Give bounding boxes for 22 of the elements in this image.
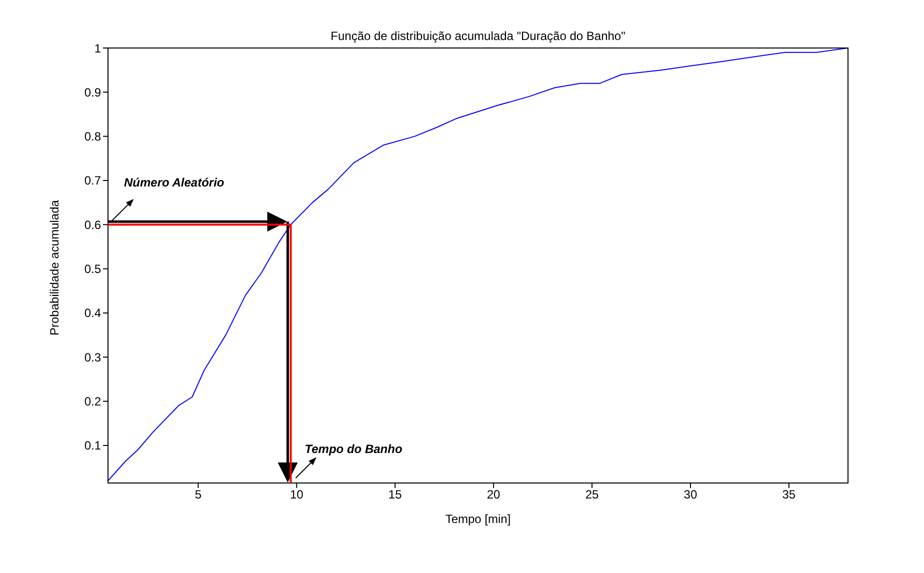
y-tick-label: 0.8 bbox=[84, 130, 102, 144]
y-tick-label: 0.4 bbox=[84, 306, 102, 320]
y-tick-label: 0.6 bbox=[84, 218, 102, 232]
x-tick-label: 30 bbox=[684, 488, 698, 502]
annotation: Tempo do Banho bbox=[304, 442, 402, 456]
y-tick-label: 1 bbox=[94, 41, 102, 56]
y-tick-label: 0.3 bbox=[84, 350, 102, 364]
x-tick-label: 10 bbox=[290, 488, 304, 502]
chart-title: Função de distribuição acumulada "Duração do Banho" bbox=[330, 29, 626, 43]
y-tick-label: 0.7 bbox=[84, 174, 102, 188]
y-tick-label: 0.2 bbox=[84, 394, 102, 409]
annotation: Número Aleatório bbox=[124, 176, 224, 190]
x-tick-label: 5 bbox=[194, 488, 202, 502]
y-tick-label: 0.5 bbox=[84, 262, 102, 276]
y-tick-label: 0.1 bbox=[84, 438, 102, 453]
x-tick-label: 20 bbox=[486, 488, 501, 502]
x-axis-title: Tempo [min] bbox=[445, 512, 511, 526]
x-tick-label: 35 bbox=[782, 488, 796, 502]
y-tick-label: 0.9 bbox=[84, 85, 102, 100]
y-axis-title: Probabilidade acumulada bbox=[47, 200, 62, 336]
x-tick-label: 25 bbox=[585, 488, 600, 502]
x-tick-label: 15 bbox=[388, 488, 402, 502]
